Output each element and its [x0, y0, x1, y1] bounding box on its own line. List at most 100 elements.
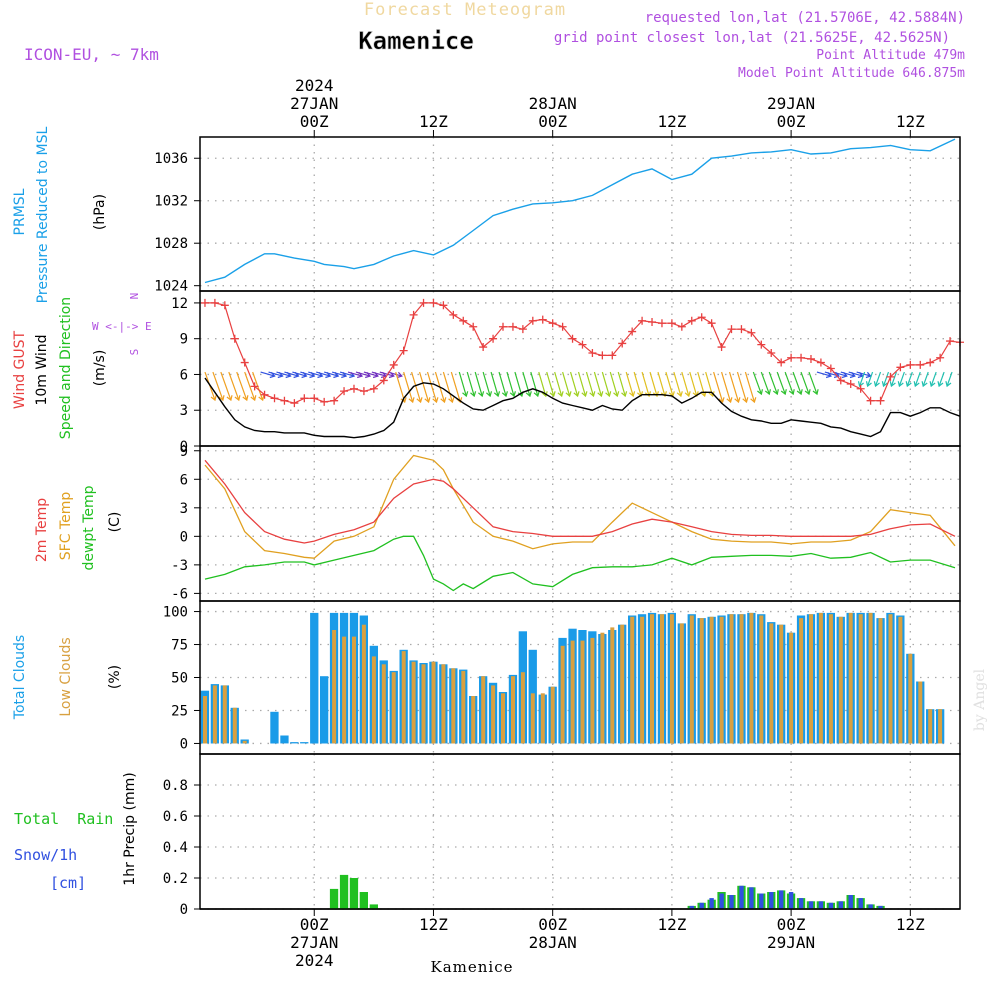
gust-marker — [806, 354, 815, 363]
wind-direction-arrow — [609, 371, 618, 397]
wind-direction-arrow — [554, 371, 563, 397]
wind-arrow-head — [424, 397, 431, 404]
snow-label: Snow/1h — [14, 846, 77, 864]
wind-direction-arrow — [316, 371, 331, 377]
wind-arrow-head — [772, 389, 779, 396]
wind-arrow-head — [533, 391, 540, 398]
wind-arrow-head — [573, 391, 580, 398]
wind-arrow-head — [250, 395, 257, 402]
gust-marker — [876, 396, 885, 405]
pressure-unit: (hPa) — [92, 194, 108, 230]
low-cloud-bar — [441, 664, 446, 744]
grid-layer — [200, 137, 960, 910]
gust-marker — [727, 325, 736, 334]
low-cloud-bar — [222, 685, 227, 744]
wind-direction-arrow — [268, 371, 283, 377]
low-cloud-bar — [421, 664, 426, 744]
wind-direction-arrow — [649, 371, 658, 397]
wind-direction-arrow — [474, 371, 483, 397]
gust-marker — [936, 353, 945, 362]
wind-arrow-head — [621, 391, 628, 398]
low-cloud-bar — [590, 637, 595, 744]
gust-marker — [409, 310, 418, 319]
x-label-top: 00Z — [777, 112, 806, 131]
snow-bar — [759, 893, 764, 909]
wind-arrow-head — [589, 391, 596, 398]
gust-marker — [826, 364, 835, 373]
wind-direction-arrow — [585, 371, 595, 397]
snow-bar — [689, 905, 694, 909]
wind-direction-arrow — [276, 371, 291, 377]
pressure-label: Pressure Reduced to MSL — [35, 126, 51, 303]
gust-marker — [538, 315, 547, 324]
wind-arrow-head — [764, 389, 771, 396]
wind-direction-arrow — [800, 371, 810, 395]
gust-marker — [717, 343, 726, 352]
snow-bar — [729, 895, 734, 909]
gust-marker — [349, 384, 358, 393]
wind-arrow-head — [448, 397, 455, 404]
low-cloud-bar — [451, 668, 456, 744]
wind-arrow-head — [812, 389, 819, 396]
low-cloud-bar — [769, 623, 774, 744]
gust-marker — [787, 353, 796, 362]
gust-marker — [608, 351, 617, 360]
wind-direction-arrow — [212, 371, 224, 401]
x-label-bottom: 29JAN — [767, 933, 815, 952]
y-tick-label: 1024 — [154, 279, 188, 295]
gust-marker — [508, 322, 517, 331]
rain-bar — [329, 888, 339, 909]
wind-direction-arrow — [569, 371, 579, 397]
wind-direction-arrow — [689, 371, 698, 397]
gust-marker — [330, 396, 339, 405]
wind-direction-arrow — [633, 371, 642, 397]
wind-direction-arrow — [292, 371, 307, 377]
total-cloud-bar — [310, 612, 319, 744]
wind-arrow-head — [857, 381, 864, 388]
wind-direction-arrow — [339, 371, 355, 377]
low-cloud-bar — [431, 661, 436, 744]
gust-marker — [419, 298, 428, 307]
y-tick-label: 9 — [180, 444, 188, 460]
gust-marker — [598, 351, 607, 360]
wind-direction-arrow — [418, 371, 430, 403]
wind-direction-arrow — [906, 371, 913, 387]
gust-marker — [777, 358, 786, 367]
y-tick-label: 0 — [180, 529, 188, 545]
snow-bar — [749, 887, 754, 909]
data-layer — [200, 138, 964, 910]
wind-dir-label: Speed and Direction — [58, 297, 74, 439]
wind-arrow-head — [644, 391, 652, 398]
wind-arrow-head — [210, 395, 217, 402]
snow-bar — [838, 901, 843, 910]
rain-bar — [359, 892, 368, 909]
wind-arrow-head — [734, 397, 741, 404]
snow-bar — [878, 905, 883, 909]
wind-arrow-head — [780, 389, 787, 396]
low-cloud-bar — [550, 686, 555, 744]
gust-marker — [638, 316, 647, 325]
gust-marker — [399, 346, 408, 355]
total-cloud-bar — [320, 676, 329, 744]
low-cloud-bar — [888, 614, 893, 744]
snow-bar — [818, 901, 824, 910]
low-cloud-bar — [719, 616, 724, 744]
wind-arrow-head — [897, 381, 904, 388]
clouds-unit: (%) — [107, 665, 123, 689]
y-tick-label: 3 — [180, 501, 188, 517]
gust-marker — [568, 334, 577, 343]
wind-arrow-head — [629, 391, 636, 398]
wind-direction-arrow — [792, 371, 802, 395]
gust-marker — [757, 340, 766, 349]
wind-arrow-head — [652, 391, 659, 398]
wind-arrow-head — [242, 395, 249, 402]
y-tick-label: 3 — [180, 403, 188, 419]
wind-direction-arrow — [482, 371, 491, 397]
gust-marker — [767, 349, 776, 357]
low-cloud-bar — [600, 632, 605, 744]
rain-bar — [349, 878, 359, 909]
wind-arrow-head — [796, 389, 803, 396]
wind-direction-arrow — [930, 371, 937, 387]
wind-arrow-head — [881, 381, 888, 388]
